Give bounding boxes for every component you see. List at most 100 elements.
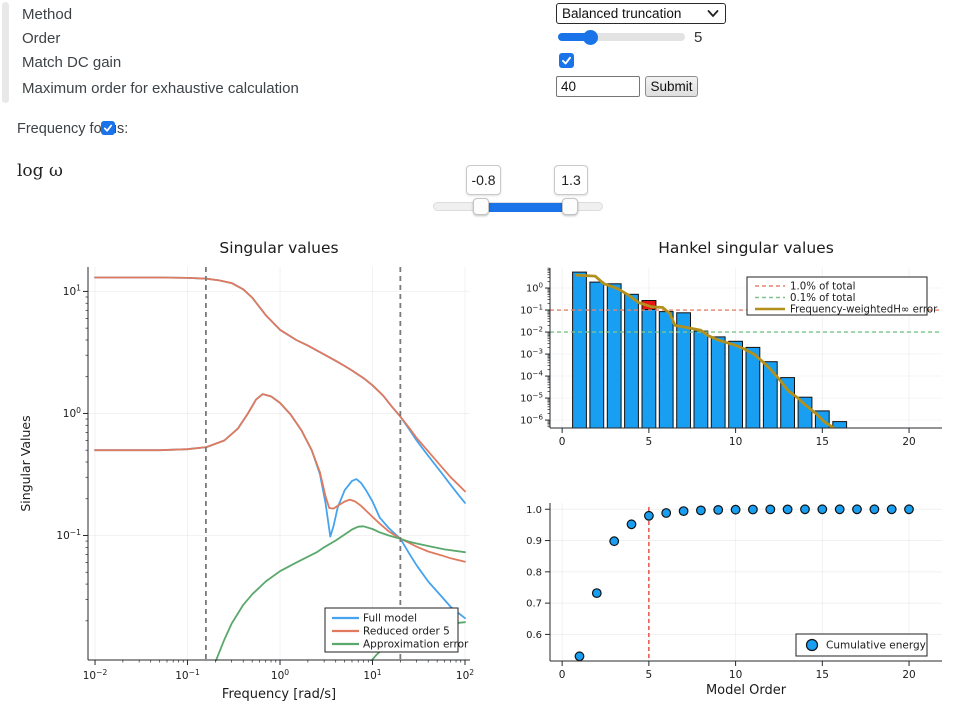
svg-text:10−2: 10−2 [520, 324, 543, 338]
svg-text:100: 100 [526, 280, 543, 294]
method-select[interactable]: Balanced truncation [556, 3, 726, 24]
chevron-down-icon [707, 9, 719, 17]
omega-range-slider[interactable] [433, 202, 603, 212]
order-slider-fill [558, 33, 590, 41]
svg-text:101: 101 [63, 284, 81, 298]
svg-text:0: 0 [559, 669, 566, 681]
hankel-bar [658, 311, 674, 429]
cell-indicator-bar [2, 2, 9, 103]
svg-text:Frequency-weightedH∞ error: Frequency-weightedH∞ error [790, 305, 938, 316]
submit-button[interactable]: Submit [645, 76, 698, 97]
svg-text:10: 10 [729, 436, 742, 448]
svg-text:10−1: 10−1 [175, 668, 200, 682]
method-label: Method [22, 6, 73, 23]
hankel-bar [641, 300, 657, 429]
svg-text:5: 5 [646, 436, 653, 448]
omega-low-handle[interactable] [473, 198, 489, 215]
svg-text:10−2: 10−2 [83, 668, 108, 682]
cumulative-energy-point [713, 505, 724, 515]
cumulative-energy-point [817, 504, 828, 515]
frequency-weighted-error-line [575, 273, 838, 428]
hankel-bar [606, 283, 622, 429]
order-value: 5 [694, 29, 703, 46]
max-order-input-value: 40 [561, 79, 577, 94]
svg-text:10−1: 10−1 [56, 528, 81, 542]
svg-text:0.7: 0.7 [526, 599, 542, 610]
max-order-label: Maximum order for exhaustive calculation [22, 80, 299, 97]
hankel-bar [762, 361, 778, 429]
frequency-focus-checkbox[interactable] [101, 121, 115, 135]
hankel-bar [572, 271, 587, 429]
omega-low-value[interactable]: -0.8 [466, 165, 501, 195]
cumulative-energy-point [765, 504, 776, 515]
cumulative-energy-point [696, 505, 706, 516]
hankel-bar [745, 346, 761, 429]
match-dc-gain-label: Match DC gain [22, 54, 122, 71]
svg-text:100: 100 [271, 668, 289, 682]
svg-text:0.1% of total: 0.1% of total [790, 293, 855, 304]
order-slider-thumb[interactable] [583, 29, 598, 45]
svg-text:0.6: 0.6 [526, 630, 542, 641]
cumulative-energy-point [591, 588, 602, 598]
cumulative-energy-point [748, 504, 758, 515]
hankel-bar [693, 330, 709, 429]
cumulative-energy-point [834, 504, 845, 515]
cumulative-energy-point [782, 504, 793, 515]
frequency-focus-label: Frequency focus: [17, 121, 129, 137]
svg-text:10−6: 10−6 [520, 412, 543, 426]
method-select-value: Balanced truncation [562, 6, 682, 21]
cumulative-energy-point [574, 651, 585, 662]
cumulative-energy-point [869, 504, 880, 515]
svg-text:1.0: 1.0 [526, 505, 542, 516]
svg-text:100: 100 [63, 406, 81, 420]
hankel-singular-values-chart: 0 5 10 15 20 100 10−1 10−2 10−3 10−4 10−5 10−6 Hanke… [520, 239, 942, 448]
svg-text:Singular Values: Singular Values [18, 415, 33, 511]
svg-text:Model Order: Model Order [706, 683, 787, 698]
log-omega-label: log ω [17, 161, 63, 181]
cumulative-energy-point [886, 504, 897, 515]
cumulative-energy-point [800, 504, 810, 515]
order-slider[interactable] [558, 29, 685, 45]
svg-text:0: 0 [559, 436, 566, 448]
svg-text:10−1: 10−1 [520, 302, 543, 316]
svg-text:10: 10 [729, 669, 742, 681]
cumulative-energy-point [678, 506, 689, 517]
hankel-bar [710, 336, 726, 429]
svg-text:Reduced order 5: Reduced order 5 [363, 626, 450, 638]
hankel-bar [589, 281, 605, 429]
omega-range-fill [482, 203, 571, 212]
cumulative-energy-chart: 0 5 10 15 20 0.6 0.7 0.8 0.9 1.0 Model Order Cumula… [526, 503, 942, 698]
checkmark-icon [562, 56, 571, 65]
order-label: Order [22, 30, 61, 47]
singular-values-chart: 10−2 10−1 100 101 102 10−1 100 101 Singular valu… [18, 239, 474, 702]
hankel-bar [624, 293, 639, 429]
checkmark-icon [103, 124, 113, 132]
svg-text:Approximation error: Approximation error [363, 639, 469, 651]
cumulative-energy-point [661, 508, 672, 518]
svg-text:0.9: 0.9 [526, 536, 542, 547]
svg-text:15: 15 [816, 436, 829, 448]
cumulative-energy-point [626, 519, 637, 530]
omega-high-value[interactable]: 1.3 [554, 165, 588, 195]
svg-text:20: 20 [902, 436, 915, 448]
svg-text:Hankel singular values: Hankel singular values [658, 239, 834, 257]
match-dc-checkbox[interactable] [559, 53, 574, 68]
cumulative-energy-point [644, 510, 654, 521]
svg-text:10−3: 10−3 [520, 346, 543, 360]
svg-text:5: 5 [646, 669, 653, 681]
cumulative-energy-point [609, 536, 620, 547]
cumulative-legend [795, 633, 928, 657]
omega-high-handle[interactable] [562, 198, 578, 215]
svg-text:Frequency [rad/s]: Frequency [rad/s] [222, 687, 336, 702]
svg-text:15: 15 [816, 669, 829, 681]
cumulative-energy-point [852, 504, 862, 515]
svg-text:Full model: Full model [363, 613, 417, 625]
max-order-input[interactable]: 40 [556, 76, 640, 97]
hankel-bar [728, 340, 744, 429]
svg-text:1.0% of total: 1.0% of total [790, 282, 855, 293]
svg-text:0.8: 0.8 [526, 567, 542, 578]
cumulative-energy-point [904, 504, 914, 515]
svg-text:10−5: 10−5 [520, 390, 543, 404]
